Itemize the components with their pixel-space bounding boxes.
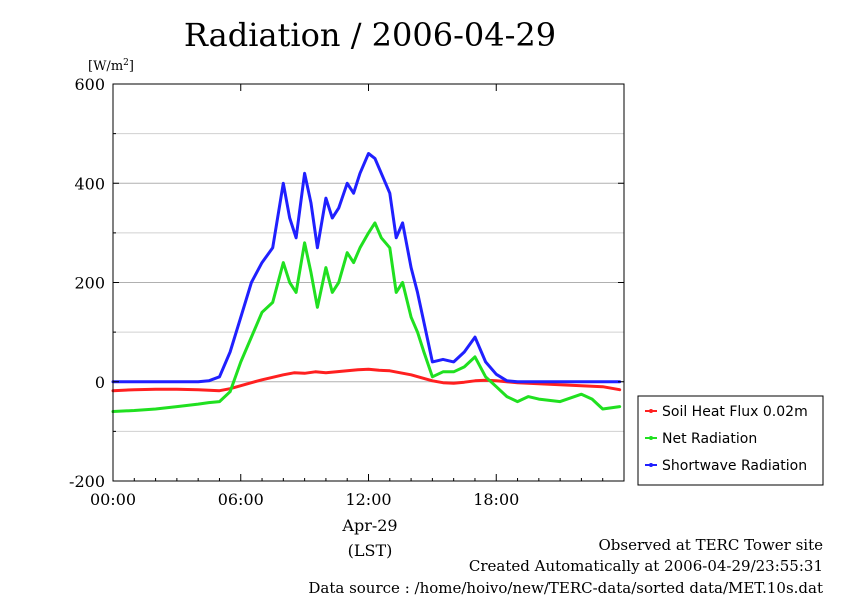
- y-tick-label: 600: [74, 75, 105, 94]
- legend-label: Net Radiation: [662, 431, 757, 447]
- series-lines: [111, 152, 622, 413]
- y-tick-label: 400: [74, 174, 105, 193]
- legend: Soil Heat Flux 0.02m Net Radiation Shortwa…: [637, 395, 824, 486]
- legend-marker: [649, 463, 653, 467]
- x-tick-label: 00:00: [90, 490, 136, 509]
- chart-title: Radiation / 2006-04-29: [184, 16, 556, 54]
- legend-items: Soil Heat Flux 0.02m Net Radiation Shortwa…: [645, 404, 808, 474]
- y-tick-label: 200: [74, 274, 105, 293]
- x-axis-label-date: Apr-29: [341, 516, 397, 535]
- y-tick-label: 0: [95, 373, 105, 392]
- legend-label: Shortwave Radiation: [662, 458, 807, 474]
- footer-source: Data source : /home/hoivo/new/TERC-data/…: [308, 579, 823, 595]
- series-line-2: [111, 152, 622, 384]
- y-axis-label-main: [W/m: [88, 59, 123, 74]
- series-line-1: [111, 221, 622, 413]
- legend-label: Soil Heat Flux 0.02m: [662, 404, 808, 420]
- x-tick-label: 12:00: [345, 490, 391, 509]
- y-axis-label: [W/m2]: [88, 58, 134, 74]
- axis-ticks: -200 0 200 400 600 00:00 06:00 12:00 18:00: [69, 75, 624, 509]
- legend-box: [637, 395, 824, 486]
- footer-site: Observed at TERC Tower site: [598, 536, 823, 554]
- x-tick-label: 06:00: [218, 490, 264, 509]
- legend-marker: [649, 409, 653, 413]
- y-axis-label-superscript: 2: [123, 58, 129, 68]
- x-tick-label: 18:00: [473, 490, 519, 509]
- footer-created: Created Automatically at 2006-04-29/23:5…: [469, 557, 823, 575]
- legend-marker: [649, 436, 653, 440]
- grid-lines: [113, 133, 624, 432]
- y-tick-label: -200: [69, 472, 105, 491]
- x-axis-label-timezone: (LST): [348, 541, 393, 560]
- y-axis-label-end: ]: [129, 59, 134, 74]
- series-line-0: [111, 367, 622, 393]
